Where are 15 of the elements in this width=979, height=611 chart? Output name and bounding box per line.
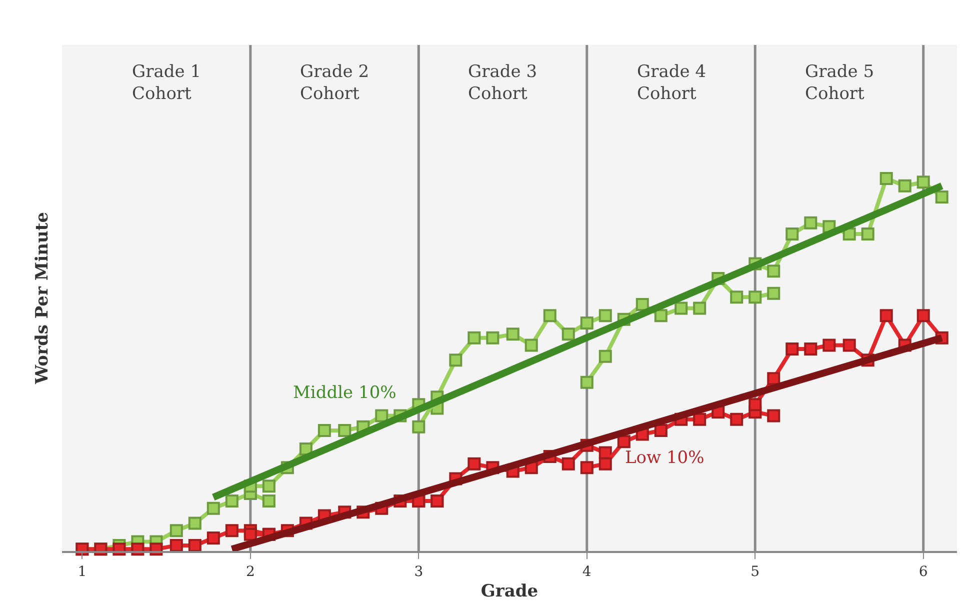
text: Grade 5 Cohort	[805, 62, 874, 104]
series-label: Middle 10%	[293, 383, 396, 403]
series-label: Low 10%	[625, 448, 704, 468]
x-tick-label: 1	[78, 564, 87, 580]
text: Grade 1 Cohort	[132, 62, 202, 104]
x-tick-label: 3	[414, 564, 424, 580]
x-tick-label: 6	[918, 564, 928, 580]
y-axis-title: Words Per Minute	[32, 212, 53, 386]
x-tick-label: 5	[750, 564, 760, 580]
x-tick-label: 2	[246, 564, 255, 580]
text: Grade 4 Cohort	[637, 62, 706, 104]
text: Grade 3 Cohort	[468, 62, 538, 104]
text: Grade 2 Cohort	[300, 62, 370, 104]
x-axis-title: Grade	[480, 582, 538, 602]
x-tick-label: 4	[582, 564, 592, 580]
